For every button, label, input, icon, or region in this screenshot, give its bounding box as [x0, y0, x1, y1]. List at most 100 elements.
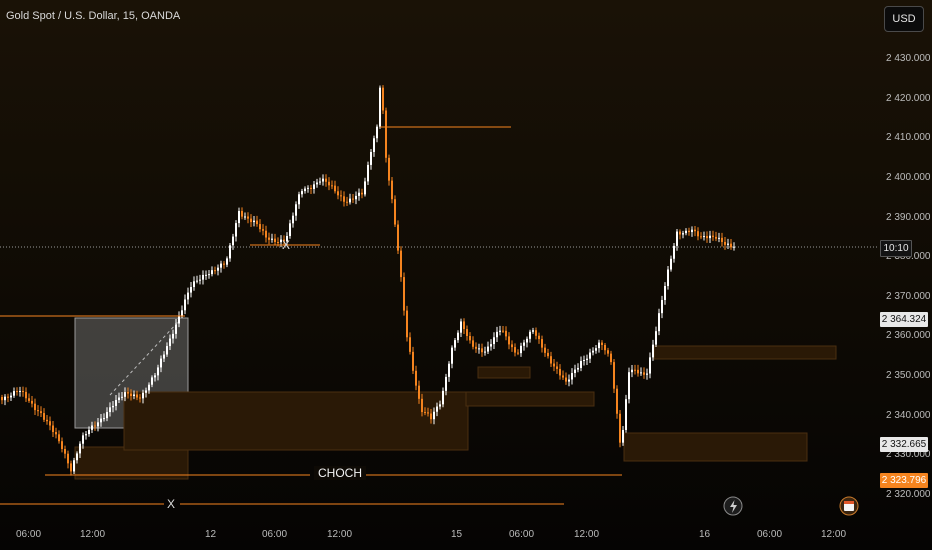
- candle-body: [685, 230, 687, 234]
- candle-body: [646, 373, 648, 375]
- candle-body: [337, 191, 339, 196]
- candle-body: [169, 338, 171, 347]
- price-label: 2 370.000: [886, 291, 931, 302]
- candle-body: [571, 373, 573, 380]
- time-label: 12:00: [574, 529, 600, 540]
- candle-body: [259, 224, 261, 230]
- candle-body: [19, 390, 21, 392]
- candle-body: [55, 432, 57, 435]
- candle-body: [226, 258, 228, 265]
- lightning-icon[interactable]: [723, 496, 743, 516]
- candle-body: [394, 199, 396, 225]
- candle-body: [355, 195, 357, 200]
- candle-body: [634, 369, 636, 371]
- candle-body: [544, 347, 546, 353]
- candle-body: [223, 263, 225, 265]
- candle-body: [64, 448, 66, 454]
- candle-body: [388, 157, 390, 181]
- zone-box: [465, 391, 595, 407]
- candle-body: [376, 126, 378, 139]
- candlestick-series: [1, 85, 735, 476]
- candle-body: [625, 399, 627, 430]
- candle-body: [28, 398, 30, 401]
- candle-body: [586, 358, 588, 360]
- horizontal-level-line[interactable]: [109, 321, 179, 396]
- price-label: 2 410.000: [886, 132, 931, 143]
- candle-body: [532, 330, 534, 332]
- candle-body: [649, 357, 651, 374]
- candle-body: [484, 351, 486, 353]
- candle-body: [334, 185, 336, 192]
- candle-body: [280, 239, 282, 243]
- candle-body: [721, 237, 723, 242]
- candle-body: [553, 363, 555, 367]
- candle-body: [343, 196, 345, 202]
- candle-body: [373, 138, 375, 152]
- candle-body: [142, 392, 144, 399]
- candle-body: [433, 411, 435, 420]
- candle-body: [178, 316, 180, 324]
- candle-body: [235, 223, 237, 237]
- chart-title: Gold Spot / U.S. Dollar, 15, OANDA: [6, 10, 181, 22]
- candle-body: [256, 220, 258, 225]
- candle-body: [73, 460, 75, 472]
- time-label: 15: [451, 529, 463, 540]
- candle-body: [616, 388, 618, 414]
- candle-body: [520, 345, 522, 354]
- candle-body: [46, 419, 48, 422]
- candle-body: [103, 418, 105, 420]
- candle-body: [637, 369, 639, 374]
- currency-button[interactable]: USD: [884, 6, 924, 32]
- candle-body: [643, 372, 645, 375]
- candle-body: [310, 187, 312, 189]
- candle-body: [250, 218, 252, 223]
- candle-body: [349, 198, 351, 203]
- candle-body: [25, 391, 27, 399]
- candle-body: [82, 435, 84, 444]
- candle-body: [160, 358, 162, 368]
- candle-body: [508, 336, 510, 345]
- candle-body: [583, 359, 585, 362]
- candle-body: [682, 233, 684, 235]
- candle-body: [430, 413, 432, 420]
- candle-body: [115, 400, 117, 406]
- candle-body: [577, 367, 579, 370]
- candle-body: [469, 336, 471, 341]
- candle-body: [283, 239, 285, 242]
- countdown-tag: 10:10: [880, 240, 912, 257]
- candle-body: [655, 331, 657, 345]
- candle-body: [406, 310, 408, 338]
- candle-body: [133, 394, 135, 396]
- candle-body: [445, 376, 447, 391]
- candle-body: [424, 412, 426, 414]
- candle-body: [52, 425, 54, 433]
- candle-body: [427, 412, 429, 414]
- candle-body: [559, 368, 561, 376]
- candle-body: [619, 413, 621, 443]
- candle-body: [364, 181, 366, 195]
- candle-body: [400, 250, 402, 278]
- candle-body: [187, 292, 189, 300]
- candle-body: [478, 348, 480, 350]
- candle-body: [148, 384, 150, 391]
- price-label: 2 420.000: [886, 93, 931, 104]
- candle-body: [241, 211, 243, 217]
- candle-body: [457, 332, 459, 341]
- candle-body: [163, 354, 165, 359]
- candle-body: [31, 400, 33, 404]
- candle-body: [550, 356, 552, 364]
- price-tag-level: 2 332.665: [880, 437, 928, 452]
- price-label: 2 330.000: [886, 449, 931, 460]
- candle-body: [499, 330, 501, 332]
- price-label: 2 400.000: [886, 172, 931, 183]
- candle-body: [652, 344, 654, 358]
- candle-body: [715, 236, 717, 239]
- candle-body: [199, 279, 201, 281]
- candle-body: [691, 229, 693, 233]
- candle-body: [262, 229, 264, 231]
- candle-body: [670, 258, 672, 270]
- calendar-event-icon[interactable]: [839, 496, 859, 516]
- candle-body: [193, 281, 195, 288]
- price-label: 2 350.000: [886, 370, 931, 381]
